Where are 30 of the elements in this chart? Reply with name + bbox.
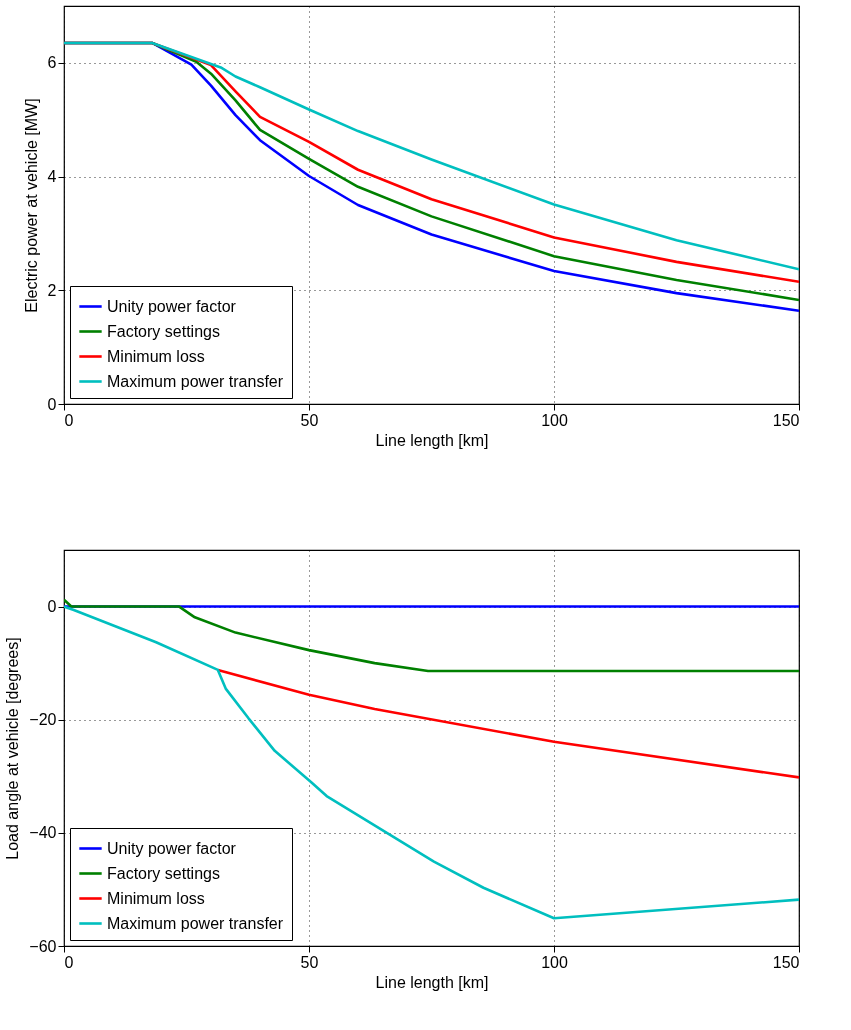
y-tick-label: 2 — [47, 281, 57, 299]
legend-label: Minimum loss — [107, 347, 205, 365]
x-tick-label: 100 — [541, 953, 568, 971]
legend-label: Maximum power transfer — [107, 372, 284, 390]
y-axis-title: Load angle at vehicle [degrees] — [4, 637, 22, 860]
x-tick-label: 50 — [300, 411, 319, 429]
x-tick-label: 0 — [64, 411, 74, 429]
y-tick-label: 6 — [47, 54, 57, 72]
x-axis-title: Line length [km] — [375, 431, 489, 449]
legend-label: Minimum loss — [107, 889, 205, 907]
x-tick-label: 150 — [772, 411, 800, 429]
legend-label: Unity power factor — [107, 839, 237, 857]
legend-label: Maximum power transfer — [107, 914, 284, 932]
y-tick-label: 0 — [47, 598, 57, 616]
y-tick-label: −40 — [29, 824, 57, 842]
x-tick-label: 0 — [64, 953, 74, 971]
x-tick-label: 100 — [541, 411, 568, 429]
legend-label: Factory settings — [107, 864, 220, 882]
y-tick-label: −60 — [29, 937, 57, 955]
y-tick-label: −20 — [29, 711, 57, 729]
x-axis-title: Line length [km] — [375, 973, 489, 991]
legend-label: Unity power factor — [107, 297, 237, 315]
y-tick-label: 0 — [47, 395, 57, 413]
x-tick-label: 50 — [300, 953, 319, 971]
legend-label: Factory settings — [107, 322, 220, 340]
line-series — [216, 668, 799, 779]
line-series — [64, 598, 799, 673]
x-tick-label: 150 — [772, 953, 800, 971]
y-axis-title: Electric power at vehicle [MW] — [22, 98, 40, 313]
y-tick-label: 4 — [47, 168, 57, 186]
